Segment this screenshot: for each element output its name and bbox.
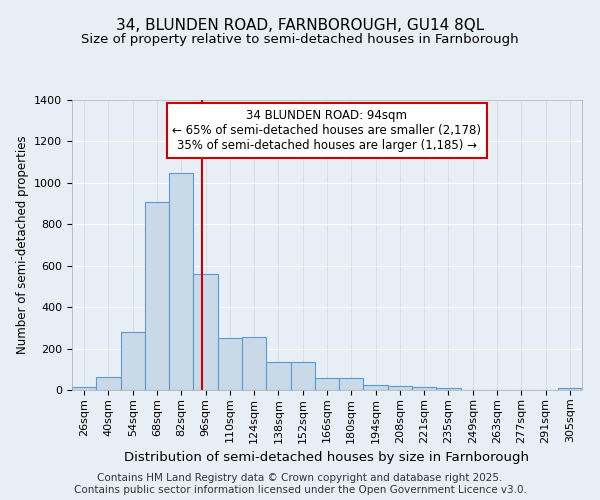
Bar bbox=[121, 332, 145, 390]
Text: 34 BLUNDEN ROAD: 94sqm
← 65% of semi-detached houses are smaller (2,178)
35% of : 34 BLUNDEN ROAD: 94sqm ← 65% of semi-det… bbox=[173, 108, 482, 152]
Bar bbox=[558, 388, 582, 390]
Text: 34, BLUNDEN ROAD, FARNBOROUGH, GU14 8QL: 34, BLUNDEN ROAD, FARNBOROUGH, GU14 8QL bbox=[116, 18, 484, 32]
X-axis label: Distribution of semi-detached houses by size in Farnborough: Distribution of semi-detached houses by … bbox=[125, 451, 530, 464]
Text: Size of property relative to semi-detached houses in Farnborough: Size of property relative to semi-detach… bbox=[81, 32, 519, 46]
Bar bbox=[96, 376, 121, 390]
Bar bbox=[339, 378, 364, 390]
Text: Contains HM Land Registry data © Crown copyright and database right 2025.
Contai: Contains HM Land Registry data © Crown c… bbox=[74, 474, 526, 495]
Bar bbox=[364, 385, 388, 390]
Bar bbox=[436, 388, 461, 390]
Bar bbox=[72, 387, 96, 390]
Bar bbox=[315, 378, 339, 390]
Bar bbox=[193, 274, 218, 390]
Bar bbox=[412, 387, 436, 390]
Bar bbox=[266, 362, 290, 390]
Bar bbox=[169, 172, 193, 390]
Bar bbox=[388, 386, 412, 390]
Bar bbox=[145, 202, 169, 390]
Bar bbox=[290, 362, 315, 390]
Bar bbox=[218, 338, 242, 390]
Y-axis label: Number of semi-detached properties: Number of semi-detached properties bbox=[16, 136, 29, 354]
Bar bbox=[242, 337, 266, 390]
